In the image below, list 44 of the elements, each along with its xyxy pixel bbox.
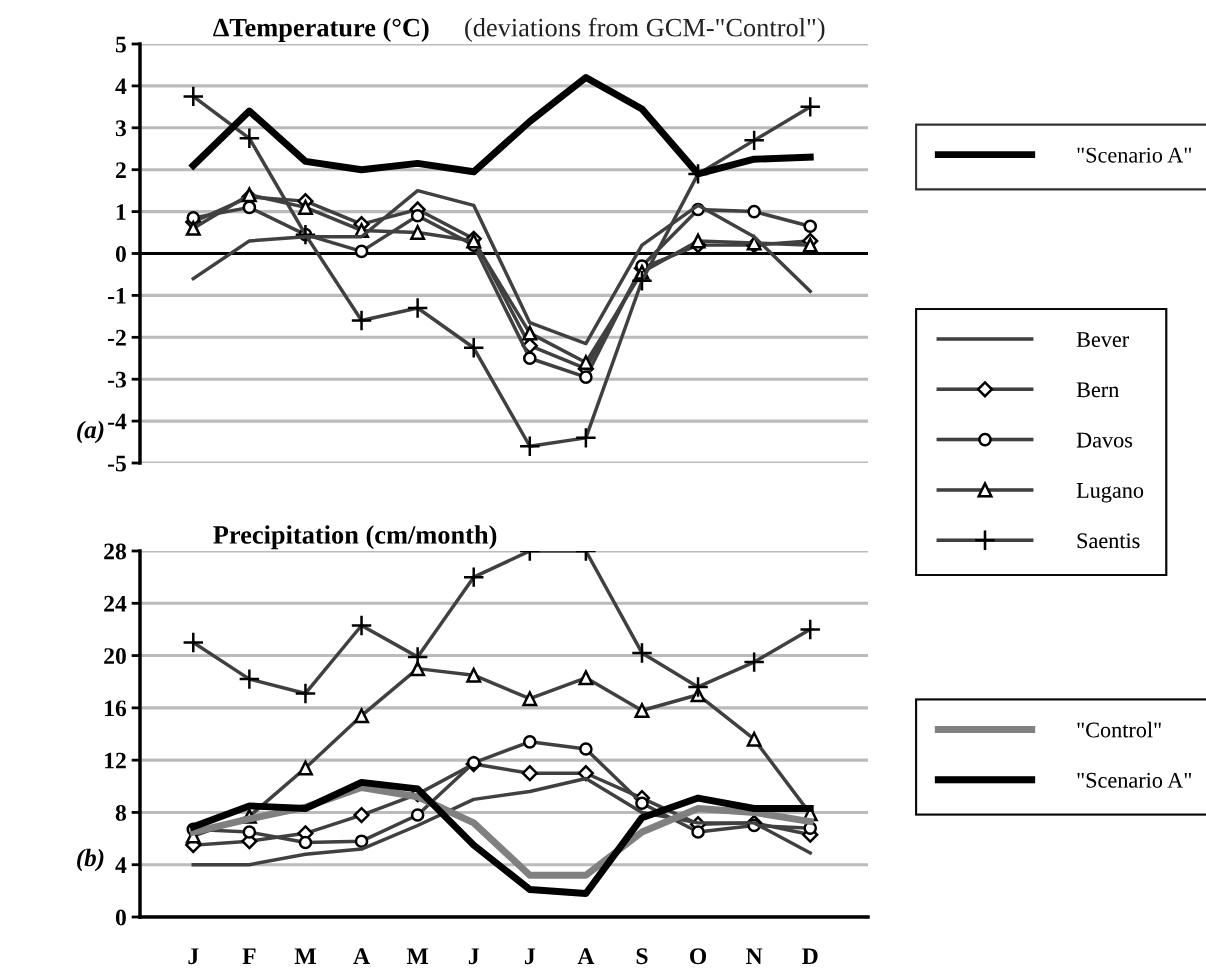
legend-label: Davos xyxy=(1076,432,1133,448)
y-tick-label: 12 xyxy=(105,752,126,769)
y-tick-label: 0 xyxy=(115,245,126,262)
legend-label: "Scenario A" xyxy=(1077,147,1191,163)
y-tick-label: 5 xyxy=(115,36,126,53)
y-tick-label: -1 xyxy=(108,288,126,304)
x-tick-label: D xyxy=(802,948,818,964)
x-tick-label: A xyxy=(353,948,370,964)
x-tick-label: M xyxy=(406,948,429,964)
y-tick-label: 2 xyxy=(115,162,126,178)
x-tick-label: M xyxy=(294,948,316,964)
x-tick-label: A xyxy=(577,948,595,964)
chart-title: Precipitation (cm/month) xyxy=(213,525,497,550)
legend-label: Bever xyxy=(1076,332,1129,348)
y-tick-label: 8 xyxy=(115,804,127,821)
legend-label: Lugano xyxy=(1076,483,1144,503)
legend-label: "Control" xyxy=(1077,721,1161,738)
y-tick-label: 28 xyxy=(104,543,127,560)
x-tick-label: J xyxy=(524,948,536,965)
x-tick-label: J xyxy=(188,948,199,965)
chart-subtitle: (deviations from GCM-"Control") xyxy=(465,17,825,42)
y-tick-label: -4 xyxy=(108,413,127,430)
chart-title: ΔTemperature (°C) xyxy=(213,17,429,42)
y-tick-label: 4 xyxy=(115,78,127,95)
y-tick-label: -2 xyxy=(108,329,126,346)
x-tick-label: F xyxy=(242,948,256,964)
y-tick-label: -5 xyxy=(108,455,126,472)
legend-label: "Scenario A" xyxy=(1077,772,1191,788)
y-tick-label: 1 xyxy=(116,204,126,220)
y-tick-label: 4 xyxy=(115,857,127,873)
legend-label: Bern xyxy=(1076,382,1119,398)
y-tick-label: 20 xyxy=(104,648,126,664)
x-tick-label: N xyxy=(746,948,763,964)
y-tick-label: 0 xyxy=(115,909,126,926)
legend-label: Saentis xyxy=(1077,533,1140,549)
y-tick-label: 24 xyxy=(104,595,127,612)
x-tick-label: S xyxy=(636,948,648,965)
y-tick-label: -3 xyxy=(108,371,126,388)
y-tick-label: 16 xyxy=(105,700,127,717)
y-tick-label: 3 xyxy=(115,120,126,137)
text: (b) xyxy=(77,848,104,872)
x-tick-label: J xyxy=(468,948,479,965)
text: (a) xyxy=(77,420,104,444)
x-tick-label: O xyxy=(690,948,707,965)
